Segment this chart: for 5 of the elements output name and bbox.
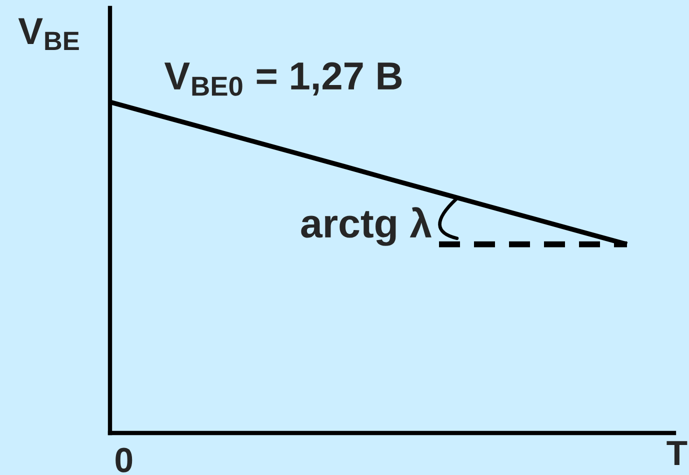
text: 0 <box>116 448 132 472</box>
y-axis-title: V$_{BE}$ <box>18 18 79 50</box>
annotation: arctg λ <box>301 207 432 246</box>
text: V$_{BE0}$ = 1,27 B <box>164 62 402 96</box>
x-axis-title: T <box>666 441 688 465</box>
